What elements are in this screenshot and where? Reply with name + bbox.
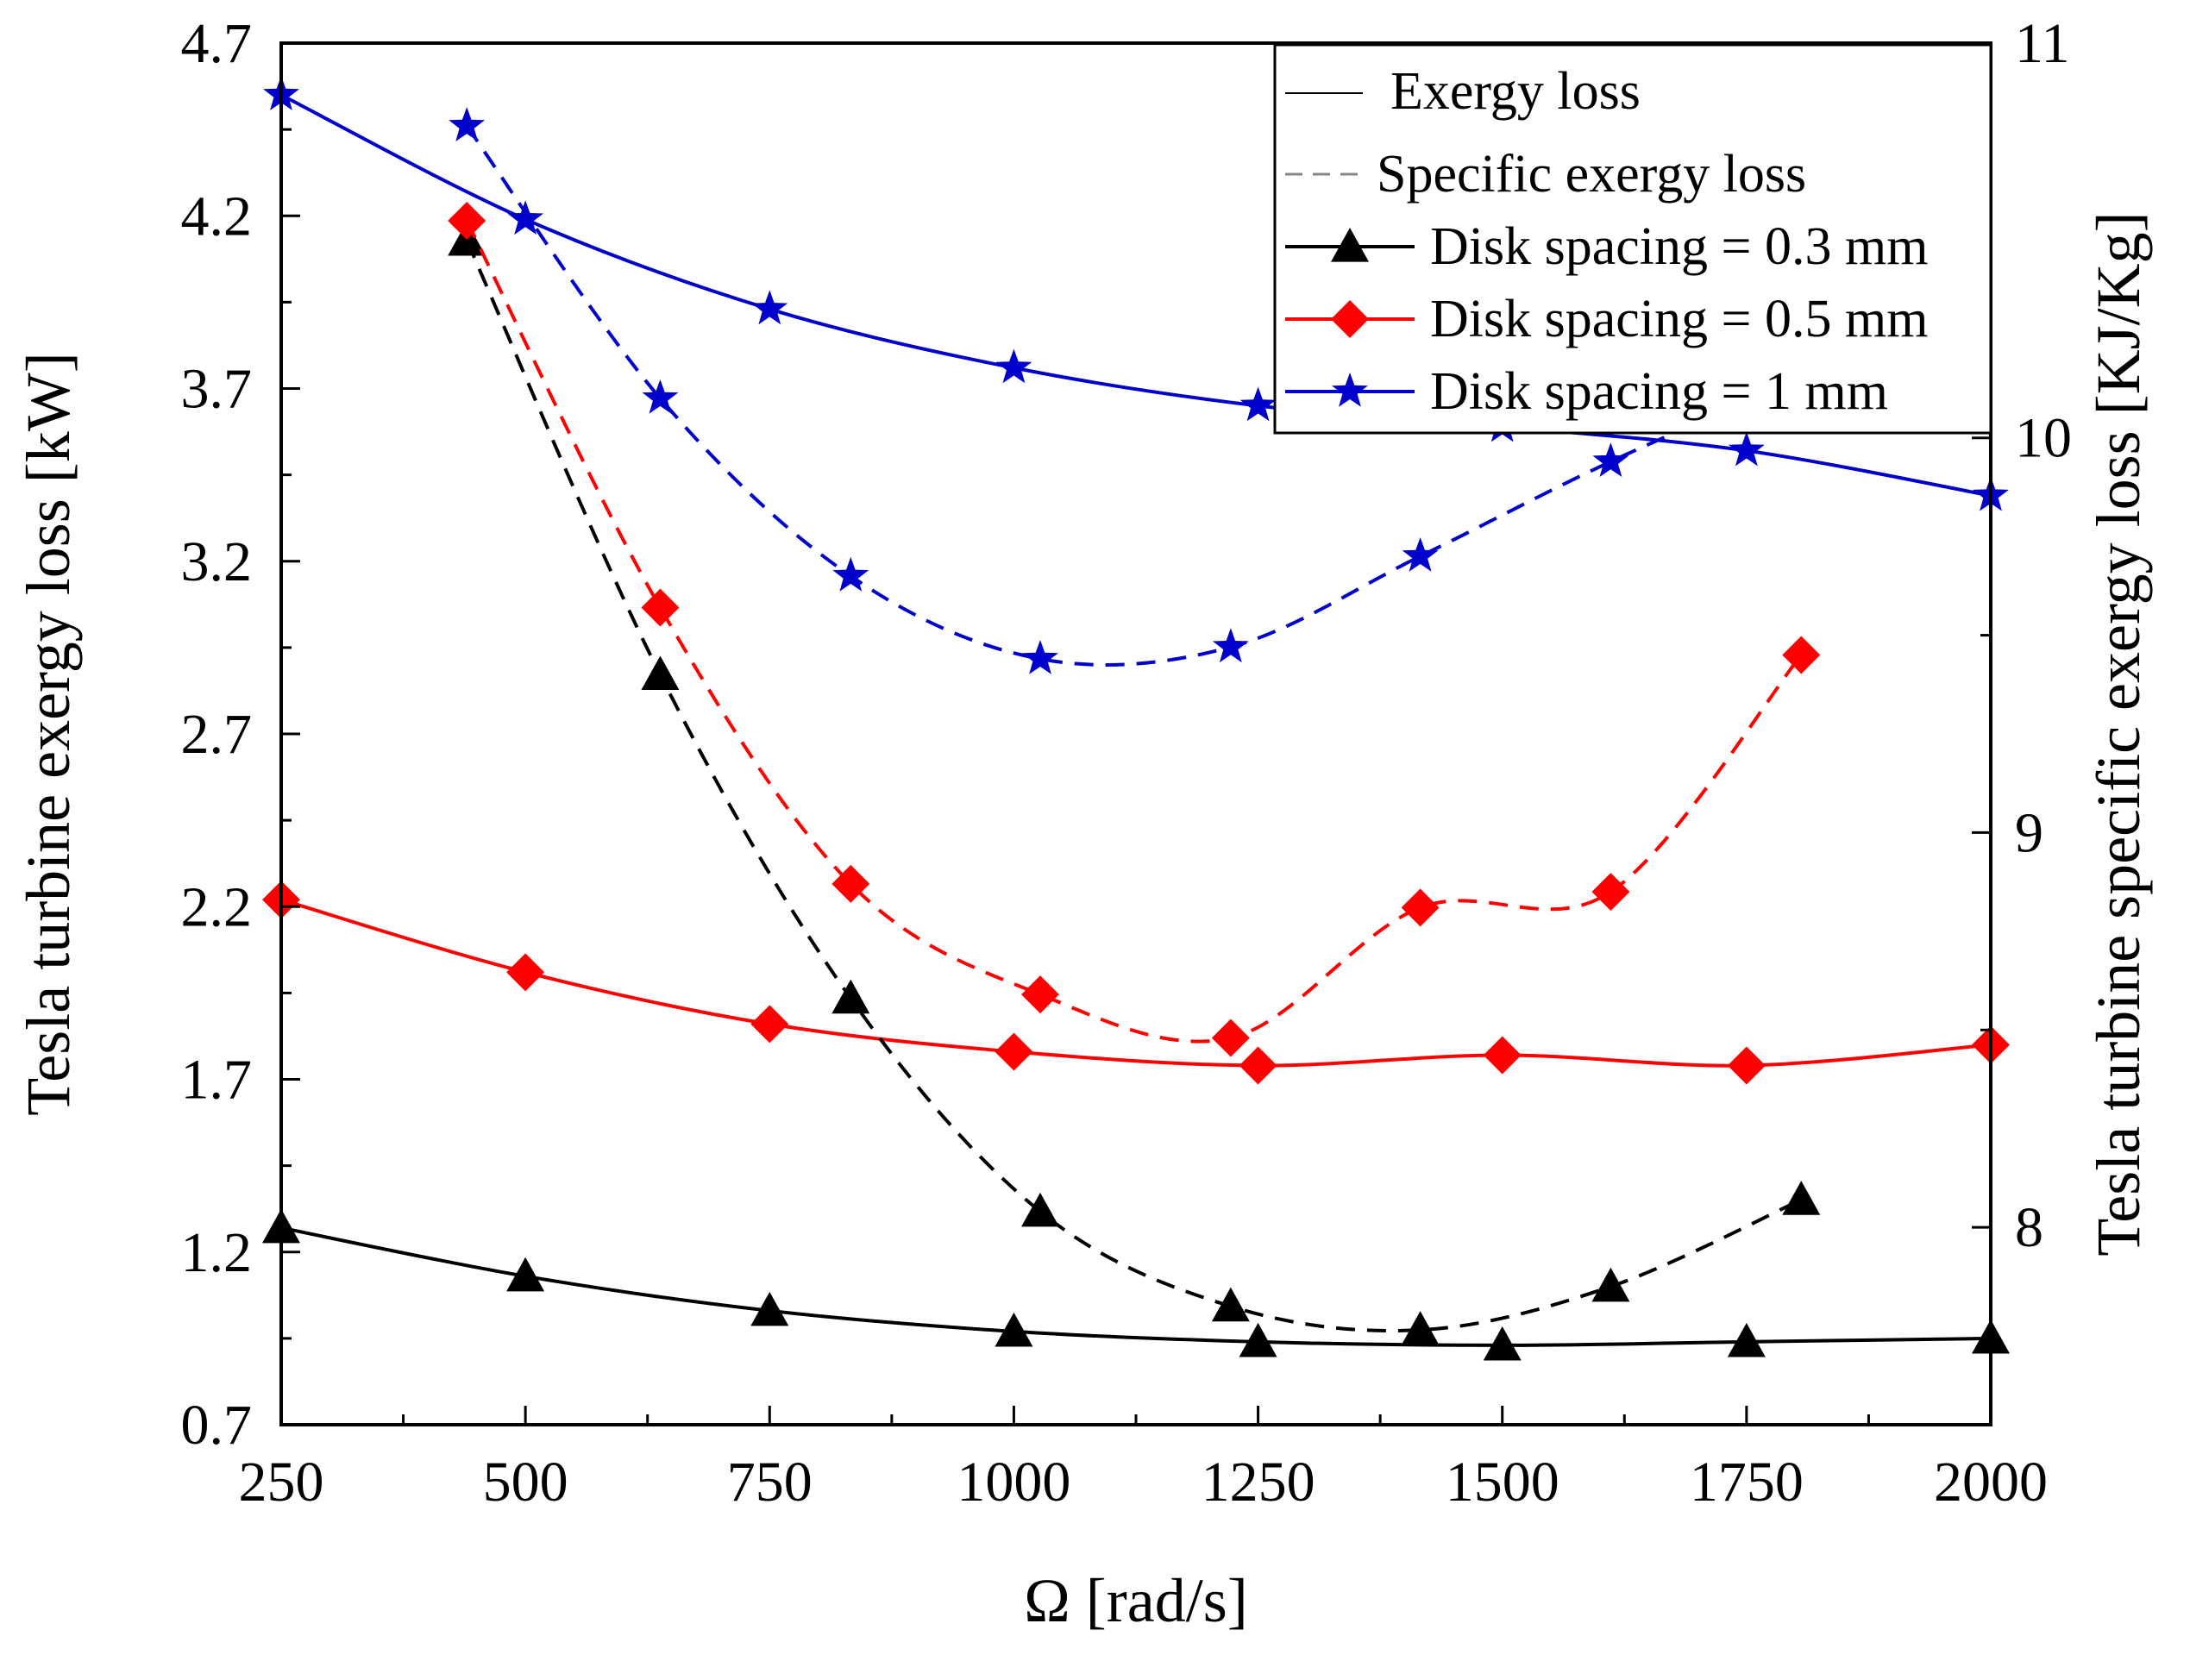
legend-disk-spacing-1-label: Disk spacing = 1 mm xyxy=(1430,362,1888,421)
data-point xyxy=(831,979,870,1014)
legend-series xyxy=(1285,228,1415,407)
data-point xyxy=(1022,640,1058,674)
x-tick-label: 1500 xyxy=(1446,1451,1559,1514)
data-point xyxy=(750,1291,789,1326)
y-left-tick-label: 4.7 xyxy=(181,12,253,75)
y-left-tick-label: 4.2 xyxy=(181,185,253,248)
data-point xyxy=(1591,873,1630,912)
data-point xyxy=(1483,1036,1522,1075)
data-point xyxy=(449,107,486,141)
data-point xyxy=(1021,975,1060,1014)
y-left-tick-label: 1.2 xyxy=(181,1221,253,1284)
legend-disk-spacing-05-label: Disk spacing = 0.5 mm xyxy=(1430,290,1928,348)
legend-series-marker xyxy=(1331,300,1369,338)
data-point xyxy=(506,953,545,992)
legend-disk-spacing-03-label: Disk spacing = 0.3 mm xyxy=(1430,217,1928,276)
legend-series-marker xyxy=(1331,228,1369,262)
data-point xyxy=(750,1005,789,1044)
ticks-layer: 250 500 750 1000 1250 1500 1750 2000 0.7 1.2 1.7 2.… xyxy=(181,12,2073,1514)
legend-box xyxy=(1273,43,1992,435)
legend-specific-exergy-loss-label: Specific exergy loss xyxy=(1377,145,1806,204)
legend-series-marker xyxy=(1332,373,1368,407)
x-tick-label: 1000 xyxy=(957,1451,1070,1514)
series-line xyxy=(280,93,1992,498)
y-axis-right-title: Tesla turbine specific exergy loss [KJ/K… xyxy=(2084,211,2153,1256)
x-tick-label: 250 xyxy=(239,1451,324,1514)
y-left-tick-label: 0.7 xyxy=(181,1394,253,1457)
series-1 xyxy=(262,881,2010,1085)
y-right-tick-label: 10 xyxy=(2015,407,2072,470)
data-point xyxy=(1592,442,1629,477)
series-line xyxy=(465,220,1803,1044)
data-point xyxy=(1591,1267,1630,1302)
x-axis-title: Ω [rad/s] xyxy=(1024,1566,1247,1635)
data-point xyxy=(832,556,869,592)
x-tick-label: 2000 xyxy=(1934,1451,2048,1514)
series-3 xyxy=(448,221,1821,1345)
data-point xyxy=(1727,1322,1766,1357)
data-point xyxy=(1239,1322,1277,1357)
data-point xyxy=(1727,1046,1766,1085)
data-point xyxy=(1401,888,1440,927)
data-point xyxy=(506,1257,545,1292)
y-left-tick-label: 1.7 xyxy=(181,1049,253,1112)
data-point xyxy=(995,1312,1033,1347)
data-point xyxy=(448,201,486,240)
data-point xyxy=(1402,537,1439,572)
x-tick-label: 1250 xyxy=(1202,1451,1315,1514)
data-point xyxy=(751,290,788,325)
series-line xyxy=(465,124,1803,667)
y-axis-left-title: Tesla turbine exergy loss [kW] xyxy=(14,352,83,1115)
data-point xyxy=(641,655,680,690)
legend-exergy-loss-label: Exergy loss xyxy=(1390,62,1641,121)
x-tick-label: 750 xyxy=(727,1451,813,1514)
series-line xyxy=(465,240,1803,1332)
data-point xyxy=(1212,628,1249,663)
y-left-tick-label: 3.7 xyxy=(181,358,253,421)
series-4 xyxy=(448,201,1821,1057)
data-point xyxy=(1211,1287,1250,1322)
x-tick-label: 1750 xyxy=(1690,1451,1804,1514)
data-point xyxy=(507,200,544,235)
y-left-tick-label: 2.2 xyxy=(181,875,253,938)
series-line xyxy=(280,1226,1992,1347)
data-point xyxy=(1728,431,1765,467)
series-line xyxy=(280,898,1992,1068)
data-point xyxy=(1211,1019,1250,1057)
data-point xyxy=(641,588,680,627)
data-point xyxy=(1782,1181,1821,1215)
data-point xyxy=(995,348,1032,384)
y-left-tick-label: 3.2 xyxy=(181,530,253,593)
y-left-tick-label: 2.7 xyxy=(181,703,253,766)
data-point xyxy=(642,379,679,414)
data-point xyxy=(1239,386,1277,422)
data-point xyxy=(1401,1311,1440,1345)
data-point xyxy=(831,864,870,903)
y-right-tick-label: 8 xyxy=(2015,1196,2043,1259)
y-right-tick-label: 9 xyxy=(2015,801,2043,864)
data-point xyxy=(995,1032,1033,1071)
data-point xyxy=(1483,1326,1522,1361)
data-point xyxy=(1021,1192,1060,1227)
y-right-tick-label: 11 xyxy=(2015,12,2070,75)
x-tick-label: 500 xyxy=(483,1451,568,1514)
data-point xyxy=(1782,636,1821,674)
data-point xyxy=(1239,1046,1277,1085)
legend: Exergy loss Specific exergy loss Disk sp… xyxy=(1273,43,1992,435)
